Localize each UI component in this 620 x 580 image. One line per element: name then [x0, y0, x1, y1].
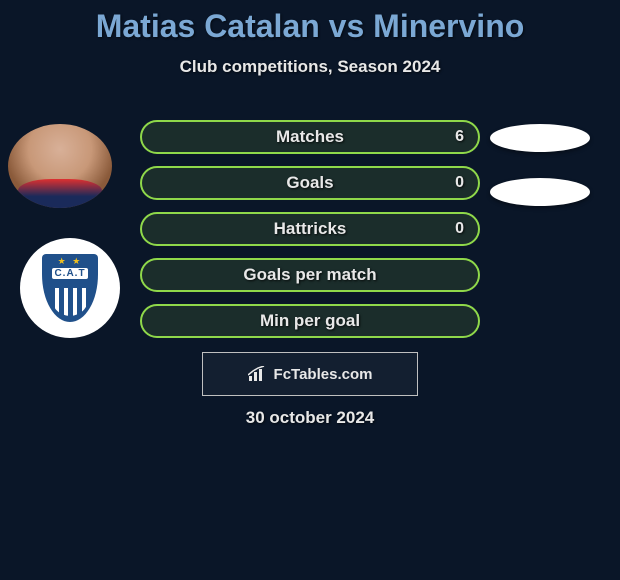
- bar-label: Goals: [286, 173, 333, 193]
- bar-goals: Goals 0: [140, 166, 480, 200]
- club-shield-icon: ★ ★ C.A.T: [42, 254, 98, 322]
- oval-2: [490, 178, 590, 206]
- club-stars: ★ ★: [58, 256, 83, 267]
- bar-label: Min per goal: [260, 311, 360, 331]
- brand-box: FcTables.com: [202, 352, 418, 396]
- club-badge: ★ ★ C.A.T: [20, 238, 120, 338]
- subtitle: Club competitions, Season 2024: [0, 57, 620, 77]
- bar-value: 0: [455, 174, 464, 192]
- bar-chart-icon: [248, 366, 268, 382]
- stats-bars: Matches 6 Goals 0 Hattricks 0 Goals per …: [140, 120, 480, 350]
- brand-text: FcTables.com: [274, 366, 373, 383]
- date-text: 30 october 2024: [0, 408, 620, 428]
- right-ovals: [490, 124, 590, 232]
- oval-1: [490, 124, 590, 152]
- bar-min-per-goal: Min per goal: [140, 304, 480, 338]
- page-title: Matias Catalan vs Minervino: [0, 0, 620, 45]
- bar-hattricks: Hattricks 0: [140, 212, 480, 246]
- club-stripes: [50, 288, 90, 316]
- bar-label: Matches: [276, 127, 344, 147]
- bar-value: 6: [455, 128, 464, 146]
- bar-label: Hattricks: [274, 219, 347, 239]
- club-abbrev: C.A.T: [52, 268, 87, 279]
- bar-matches: Matches 6: [140, 120, 480, 154]
- bar-label: Goals per match: [243, 265, 376, 285]
- bar-goals-per-match: Goals per match: [140, 258, 480, 292]
- player-avatar: [8, 124, 112, 208]
- bar-value: 0: [455, 220, 464, 238]
